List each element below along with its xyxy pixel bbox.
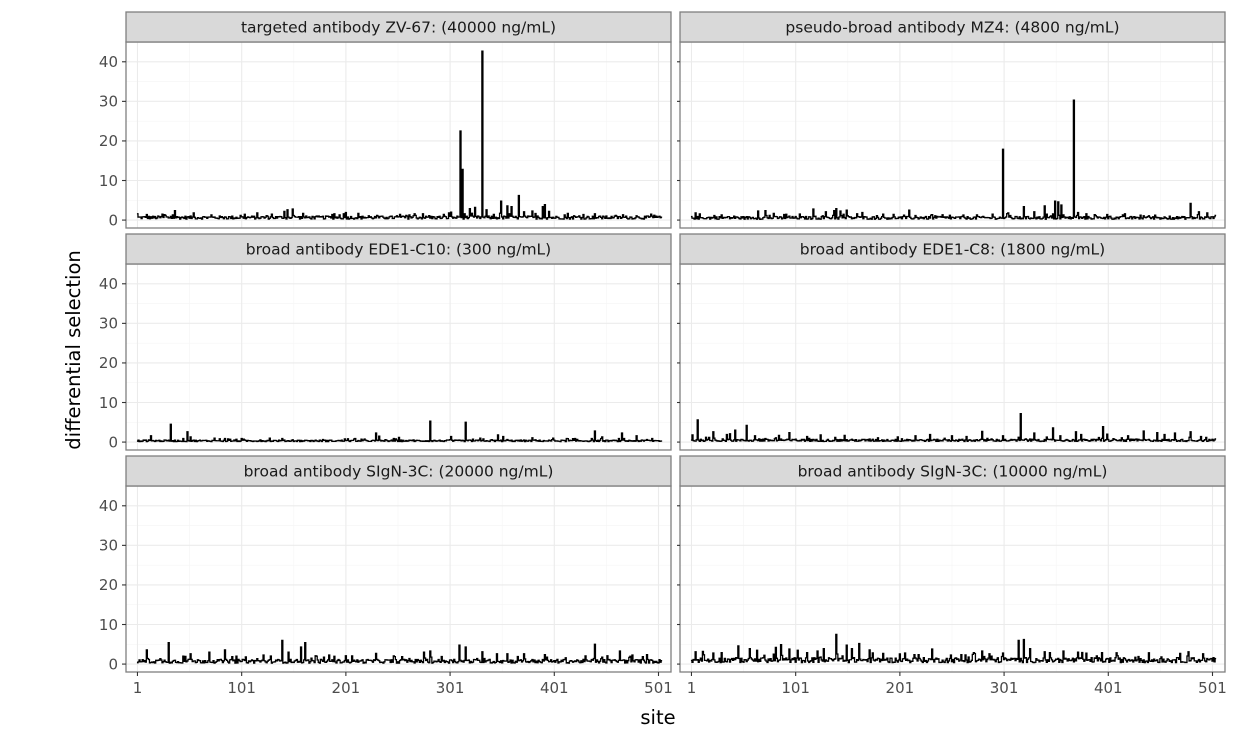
y-tick-label: 40 xyxy=(99,275,118,293)
x-axis: 1 101 201 301 401 501 1 101 201 301 401 501 xyxy=(133,672,1227,697)
selection-trace xyxy=(690,633,1217,664)
y-tick-label: 40 xyxy=(99,53,118,71)
facet-title: broad antibody SIgN-3C: (20000 ng/mL) xyxy=(244,463,554,481)
x-tick-label: 1 xyxy=(687,679,697,697)
facet-title: broad antibody EDE1-C8: (1800 ng/mL) xyxy=(800,241,1105,259)
panel-background xyxy=(680,264,1225,450)
y-tick-label: 20 xyxy=(99,132,118,150)
y-tick-label: 10 xyxy=(99,172,118,190)
x-tick-label: 101 xyxy=(781,679,810,697)
y-tick-label: 30 xyxy=(99,315,118,333)
x-tick-label: 201 xyxy=(332,679,361,697)
x-tick-label: 201 xyxy=(886,679,915,697)
y-tick-label: 0 xyxy=(108,655,118,673)
facet-strip xyxy=(679,233,1226,265)
y-tick-label: 40 xyxy=(99,497,118,515)
y-axis: 0 10 20 30 40 0 10 20 30 40 0 10 20 30 40 xyxy=(99,53,680,673)
x-tick-label: 1 xyxy=(133,679,143,697)
selection-trace xyxy=(136,50,663,220)
y-tick-label: 20 xyxy=(99,576,118,594)
x-tick-label: 401 xyxy=(1094,679,1123,697)
x-tick-label: 301 xyxy=(990,679,1019,697)
facet-title: pseudo-broad antibody MZ4: (4800 ng/mL) xyxy=(785,19,1119,37)
y-tick-label: 30 xyxy=(99,537,118,555)
facet-strip xyxy=(679,11,1226,43)
y-axis-title: differential selection xyxy=(62,250,85,449)
y-tick-label: 10 xyxy=(99,616,118,634)
y-tick-label: 20 xyxy=(99,354,118,372)
x-tick-label: 501 xyxy=(1198,679,1227,697)
facet-strip xyxy=(125,455,672,487)
y-tick-label: 10 xyxy=(99,394,118,412)
x-tick-label: 101 xyxy=(227,679,256,697)
facet-panel-6: broad antibody SIgN-3C: (10000 ng/mL) xyxy=(679,455,1226,673)
panel-background xyxy=(680,42,1225,228)
panel-background xyxy=(126,42,671,228)
y-tick-label: 30 xyxy=(99,93,118,111)
facet-panel-3: broad antibody EDE1-C10: (300 ng/mL) xyxy=(125,233,672,451)
facet-strip xyxy=(125,233,672,265)
x-tick-label: 501 xyxy=(644,679,673,697)
facet-strip xyxy=(679,455,1226,487)
facet-panel-5: broad antibody SIgN-3C: (20000 ng/mL) xyxy=(125,455,672,673)
facet-panel-2: pseudo-broad antibody MZ4: (4800 ng/mL) xyxy=(679,11,1226,229)
facet-strip xyxy=(125,11,672,43)
x-axis-title: site xyxy=(640,706,675,729)
facet-title: broad antibody EDE1-C10: (300 ng/mL) xyxy=(246,241,551,259)
panel-background xyxy=(126,264,671,450)
selection-trace xyxy=(690,412,1217,443)
facet-title: broad antibody SIgN-3C: (10000 ng/mL) xyxy=(798,463,1108,481)
panel-background xyxy=(680,486,1225,672)
y-tick-label: 0 xyxy=(108,211,118,229)
facet-panel-4: broad antibody EDE1-C8: (1800 ng/mL) xyxy=(679,233,1226,451)
selection-trace xyxy=(136,420,663,443)
panel-background xyxy=(126,486,671,672)
x-tick-label: 401 xyxy=(540,679,569,697)
facet-title: targeted antibody ZV-67: (40000 ng/mL) xyxy=(241,19,556,37)
selection-trace xyxy=(136,639,663,664)
y-tick-label: 0 xyxy=(108,433,118,451)
facet-panel-1: targeted antibody ZV-67: (40000 ng/mL) xyxy=(125,11,672,229)
selection-trace xyxy=(690,99,1217,220)
facet-panels: targeted antibody ZV-67: (40000 ng/mL) ps… xyxy=(125,11,1226,673)
x-tick-label: 301 xyxy=(436,679,465,697)
